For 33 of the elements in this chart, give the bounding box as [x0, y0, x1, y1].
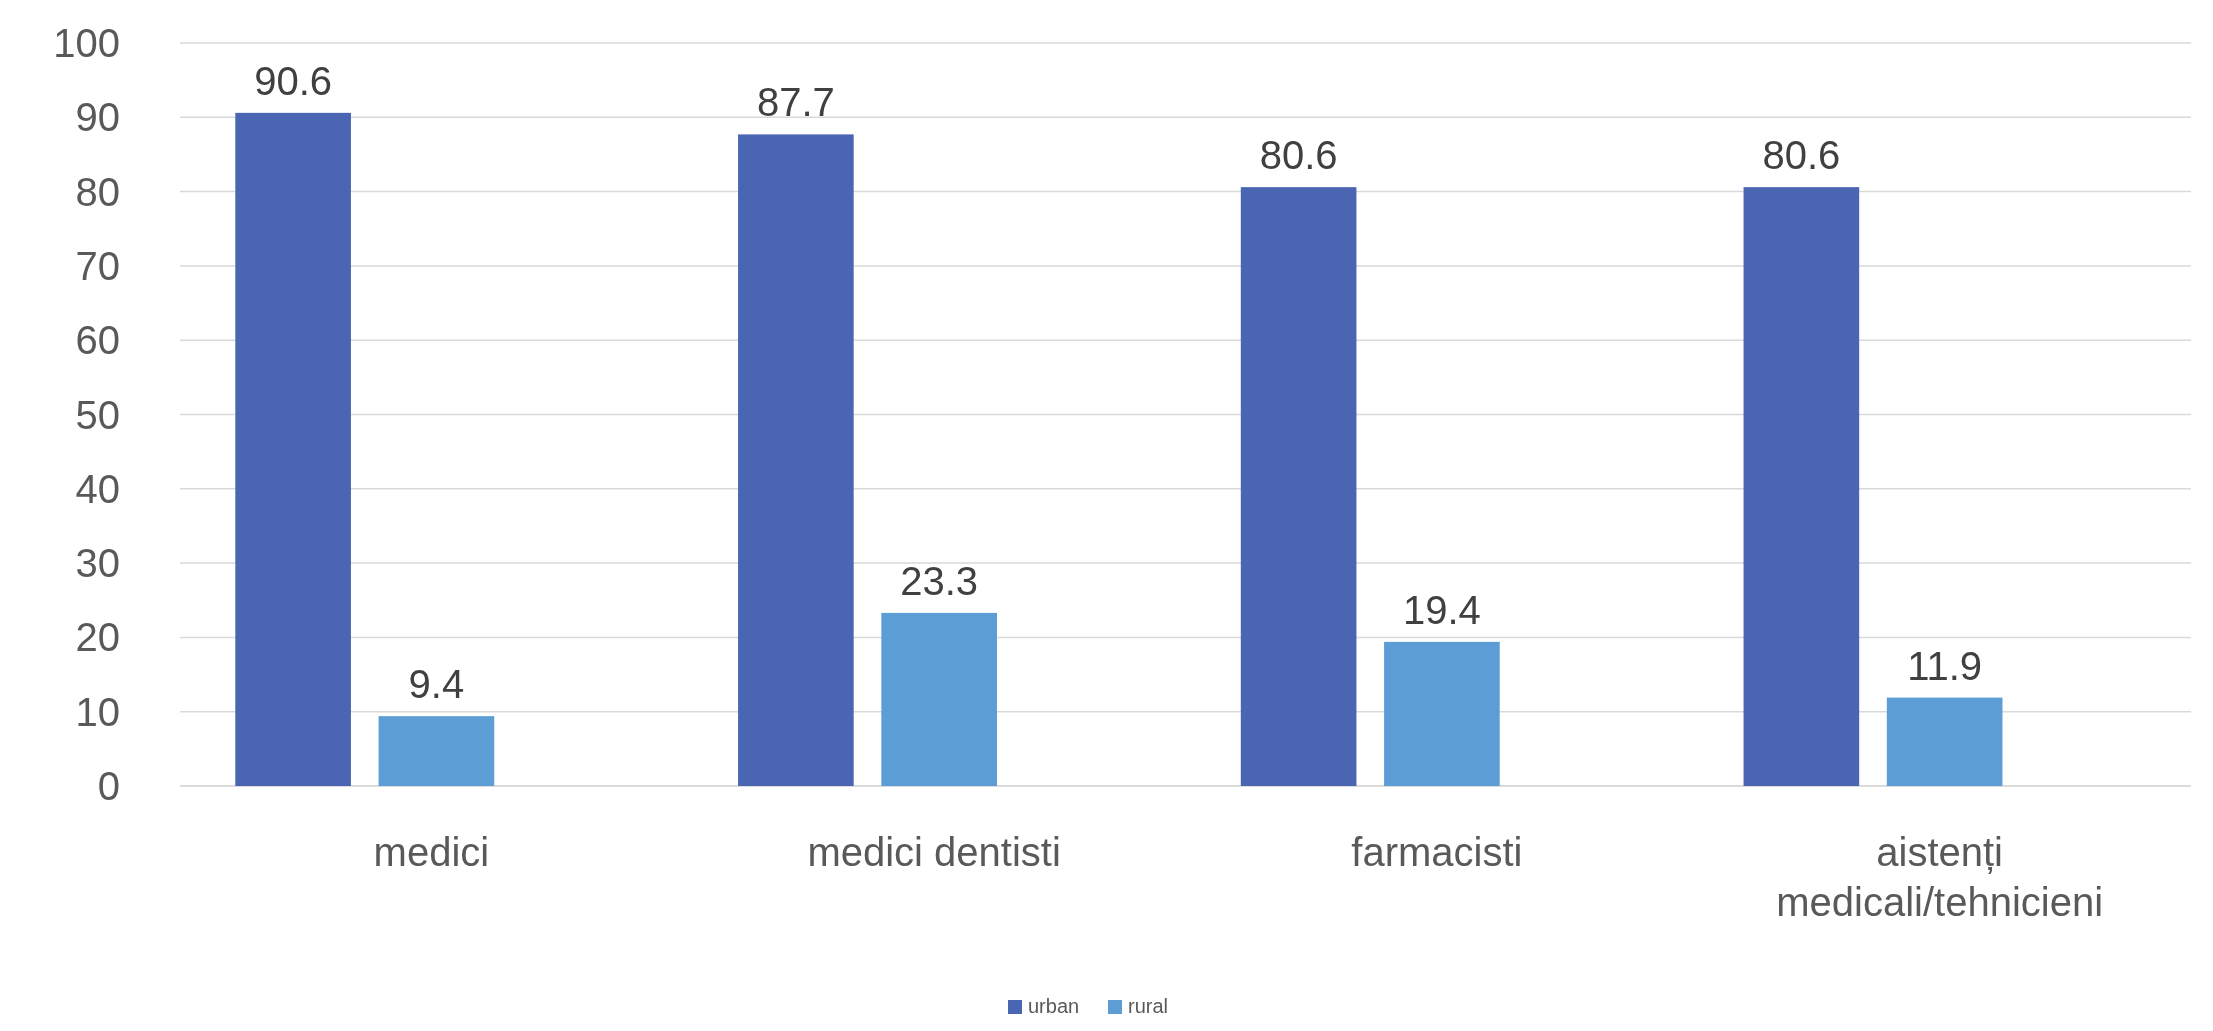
- data-label: 90.6: [254, 58, 333, 103]
- bar: [881, 612, 997, 786]
- bar: [1384, 641, 1500, 786]
- bar: [1240, 187, 1357, 786]
- x-tick-label: medici dentisti: [807, 830, 1061, 874]
- x-tick-label: farmacisti: [1351, 830, 1523, 874]
- data-label: 9.4: [408, 662, 465, 707]
- bar: [235, 112, 351, 786]
- data-label: 87.7: [756, 80, 835, 125]
- y-tick-label: 50: [75, 392, 120, 437]
- y-tick-label: 40: [75, 466, 120, 511]
- data-label: 11.9: [1907, 643, 1983, 688]
- y-tick-label: 90: [75, 95, 120, 140]
- bar: [738, 134, 854, 786]
- data-label: 19.4: [1402, 587, 1481, 632]
- data-label: 23.3: [900, 558, 979, 603]
- x-tick-label: aistenți medicali/tehnicieni: [1776, 830, 2104, 924]
- data-label: 80.6: [1259, 133, 1338, 178]
- legend-label: urban: [1028, 995, 1080, 1017]
- y-tick-label: 30: [75, 541, 120, 586]
- bar: [1886, 697, 2003, 786]
- legend-label: rural: [1128, 995, 1169, 1017]
- y-tick-label: 10: [75, 689, 120, 734]
- y-tick-label: 0: [97, 764, 120, 808]
- y-tick-label: 20: [75, 615, 120, 660]
- y-tick-label: 60: [75, 318, 120, 363]
- bar: [378, 716, 495, 786]
- y-tick-label: 70: [75, 243, 120, 288]
- data-label: 80.6: [1762, 133, 1841, 178]
- bar: [1743, 187, 1860, 786]
- y-tick-label: 80: [75, 169, 120, 214]
- x-tick-label: medici: [373, 830, 490, 874]
- y-tick-label: 100: [53, 21, 120, 65]
